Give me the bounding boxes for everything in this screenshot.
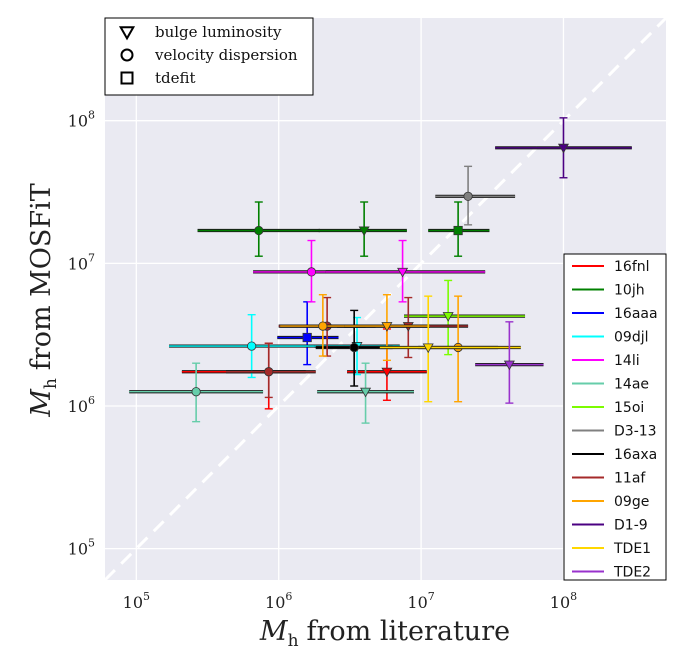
point-marker — [453, 225, 463, 236]
point-marker — [254, 225, 264, 236]
point-marker — [302, 332, 312, 343]
x-tick-label: 108 — [550, 590, 577, 612]
method-legend-box — [104, 17, 314, 96]
data-point-15oi — [404, 279, 526, 356]
one-to-one-line — [103, 16, 668, 582]
series-legend-item: D1-9 — [572, 518, 648, 534]
y-tick-labels: 105 106 107 108 — [68, 109, 95, 559]
series-legend-item: 11af — [572, 471, 646, 487]
series-legend-box — [563, 253, 667, 581]
series-legend-item: 16fnl — [572, 259, 650, 275]
x-tick-label: 107 — [407, 590, 434, 612]
point-marker — [318, 321, 328, 331]
method-legend-label: bulge luminosity — [155, 23, 282, 41]
series-legend-label: D3-13 — [614, 424, 657, 440]
series-legend-label: TDE1 — [613, 541, 651, 557]
method-legend-marker — [118, 26, 136, 41]
series-legend-item: 14li — [572, 353, 640, 369]
series-legend: 16fnl 10jh 16aaa 09djl 14li 14ae 15oi D3-13 16ax… — [563, 253, 667, 581]
series-legend-label: 14ae — [614, 377, 649, 393]
data-point-14ae — [129, 362, 264, 423]
point-marker — [557, 143, 570, 154]
data-point-16axa — [315, 309, 393, 387]
data-point-14ae — [317, 362, 414, 424]
series-legend-label: 15oi — [614, 400, 644, 416]
data-point-tde2 — [475, 321, 544, 404]
point-marker — [381, 322, 393, 332]
series-legend-item: 14ae — [572, 377, 649, 393]
method-legend: bulge luminosity velocity dispersion tdefi… — [104, 17, 314, 96]
method-legend-item: velocity dispersion — [120, 46, 298, 64]
x-tick-label: 106 — [265, 590, 292, 612]
point-marker — [191, 387, 201, 397]
method-legend-item: tdefit — [120, 69, 196, 87]
y-tick-label: 107 — [68, 251, 95, 273]
method-legend-marker — [120, 71, 134, 85]
series-legend-label: TDE2 — [613, 565, 651, 581]
series-legend-item: 09djl — [572, 330, 648, 346]
series-legend-label: D1-9 — [614, 518, 648, 534]
point-marker — [264, 367, 274, 377]
method-legend-item: bulge luminosity — [118, 23, 282, 41]
point-marker — [360, 387, 372, 398]
series-legend-item: D3-13 — [572, 424, 657, 440]
point-marker — [463, 191, 473, 201]
data-points — [129, 117, 632, 424]
point-marker — [306, 267, 317, 277]
data-point-10jh — [318, 201, 407, 257]
point-marker — [442, 312, 454, 322]
point-marker — [349, 342, 359, 353]
series-legend-item: 10jh — [572, 283, 645, 299]
method-legend-label: tdefit — [155, 69, 196, 87]
series-legend-label: 11af — [614, 471, 646, 487]
method-legend-marker — [120, 48, 134, 62]
series-legend-item: TDE2 — [572, 565, 651, 581]
series-legend-item: 16axa — [572, 447, 657, 463]
series-legend-label: 16axa — [614, 447, 657, 463]
x-axis-label: Mh from literature — [259, 616, 510, 651]
point-marker — [381, 367, 393, 378]
data-point-10jh — [197, 201, 321, 257]
series-legend-item: 15oi — [572, 400, 644, 416]
data-point-d1-9 — [495, 117, 632, 179]
data-point-16aaa — [277, 301, 339, 366]
method-legend-label: velocity dispersion — [154, 46, 298, 64]
series-legend-label: 14li — [614, 353, 640, 369]
series-legend-label: 10jh — [614, 283, 645, 299]
series-legend-item: 09ge — [572, 494, 649, 510]
data-point-09djl — [169, 313, 335, 379]
y-tick-label: 106 — [68, 394, 95, 416]
series-legend-label: 16fnl — [614, 259, 650, 275]
data-point-d3-13 — [435, 165, 516, 226]
x-tick-label: 105 — [123, 590, 150, 612]
series-legend-label: 16aaa — [614, 306, 658, 322]
data-point-16fnl — [347, 328, 427, 401]
data-point-09ge — [344, 294, 430, 362]
series-legend-label: 09djl — [614, 330, 648, 346]
series-legend-item: TDE1 — [572, 541, 651, 557]
data-point-tde1 — [379, 295, 521, 403]
data-point-10jh — [428, 201, 490, 257]
data-point-14li — [325, 239, 486, 303]
series-legend-label: 09ge — [614, 494, 649, 510]
point-marker — [358, 226, 370, 237]
y-tick-label: 108 — [68, 109, 95, 131]
series-legend-item: 16aaa — [572, 306, 658, 322]
point-marker — [422, 343, 434, 354]
y-tick-label: 105 — [68, 537, 95, 559]
y-axis-label: Mhfrom MOSFiT — [26, 183, 61, 418]
x-tick-labels: 105 106 107 108 — [123, 590, 578, 612]
point-marker — [247, 341, 257, 351]
point-marker — [397, 267, 409, 278]
data-point-11af — [226, 342, 316, 399]
point-marker — [503, 360, 515, 371]
